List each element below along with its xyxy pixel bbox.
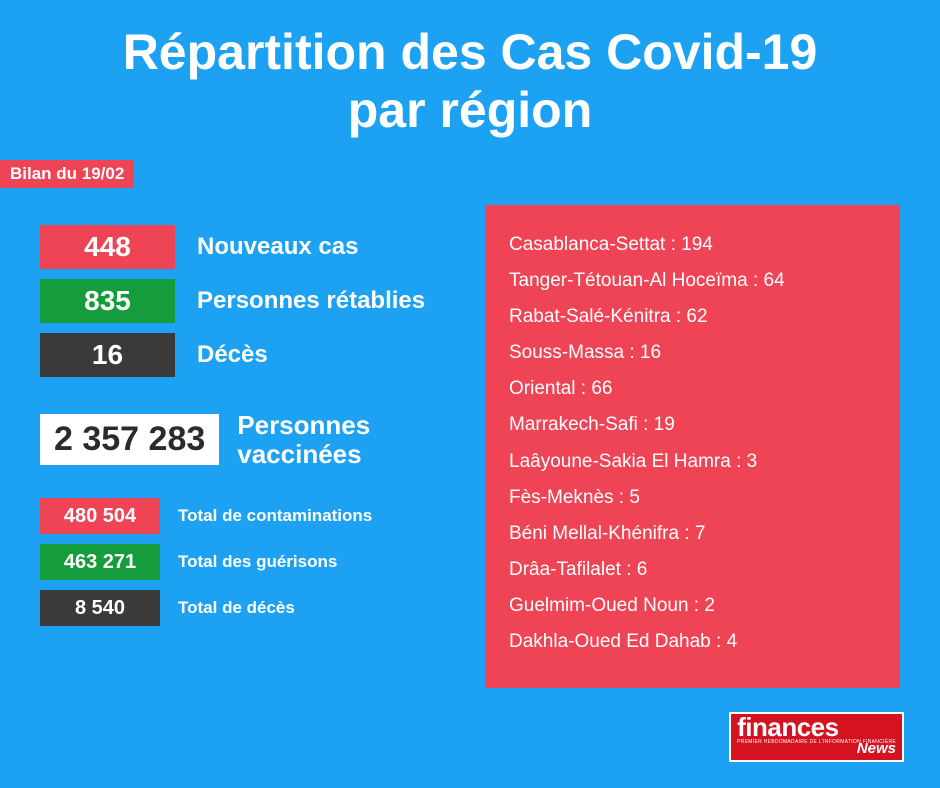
total-stat-row: 463 271 Total des guérisons — [40, 544, 470, 580]
total-stat-label: Total de décès — [178, 598, 295, 618]
left-column: 448 Nouveaux cas 835 Personnes rétablies 16 D… — [40, 225, 470, 636]
total-stat-label: Total de contaminations — [178, 506, 372, 526]
region-line: Souss-Massa : 16 — [509, 335, 876, 371]
daily-stat-label: Décès — [197, 341, 268, 369]
logo-top: finances — [737, 716, 896, 739]
vaccinated-row: 2 357 283 Personnes vaccinées — [40, 411, 470, 468]
region-line: Laâyoune-Sakia El Hamra : 3 — [509, 444, 876, 480]
region-line: Rabat-Salé-Kénitra : 62 — [509, 299, 876, 335]
region-line: Marrakech-Safi : 19 — [509, 407, 876, 443]
total-stat-row: 8 540 Total de décès — [40, 590, 470, 626]
daily-stat-value: 448 — [40, 225, 175, 269]
vaccinated-label: Personnes vaccinées — [237, 411, 370, 468]
region-line: Béni Mellal-Khénifra : 7 — [509, 516, 876, 552]
region-line: Drâa-Tafilalet : 6 — [509, 552, 876, 588]
daily-stat-row: 835 Personnes rétablies — [40, 279, 470, 323]
total-stat-value: 8 540 — [40, 590, 160, 626]
finances-news-logo: finances PREMIER HEBDOMADAIRE DE L'INFOR… — [729, 712, 904, 762]
region-line: Oriental : 66 — [509, 371, 876, 407]
daily-stat-row: 448 Nouveaux cas — [40, 225, 470, 269]
regions-box: Casablanca-Settat : 194Tanger-Tétouan-Al… — [485, 205, 900, 688]
daily-stat-value: 16 — [40, 333, 175, 377]
title-line-1: Répartition des Cas Covid-19 — [123, 24, 818, 80]
total-stat-label: Total des guérisons — [178, 552, 337, 572]
page-title: Répartition des Cas Covid-19 par région — [0, 0, 940, 139]
total-stat-value: 463 271 — [40, 544, 160, 580]
daily-stat-row: 16 Décès — [40, 333, 470, 377]
region-line: Dakhla-Oued Ed Dahab : 4 — [509, 624, 876, 660]
title-line-2: par région — [348, 82, 592, 138]
total-stat-value: 480 504 — [40, 498, 160, 534]
daily-stat-value: 835 — [40, 279, 175, 323]
region-line: Fès-Meknès : 5 — [509, 480, 876, 516]
daily-stat-label: Nouveaux cas — [197, 233, 358, 261]
vaccinated-value: 2 357 283 — [40, 414, 219, 465]
region-line: Tanger-Tétouan-Al Hoceïma : 64 — [509, 263, 876, 299]
region-line: Guelmim-Oued Noun : 2 — [509, 588, 876, 624]
total-stat-row: 480 504 Total de contaminations — [40, 498, 470, 534]
bilan-badge: Bilan du 19/02 — [0, 160, 134, 188]
region-line: Casablanca-Settat : 194 — [509, 227, 876, 263]
daily-stat-label: Personnes rétablies — [197, 287, 425, 315]
